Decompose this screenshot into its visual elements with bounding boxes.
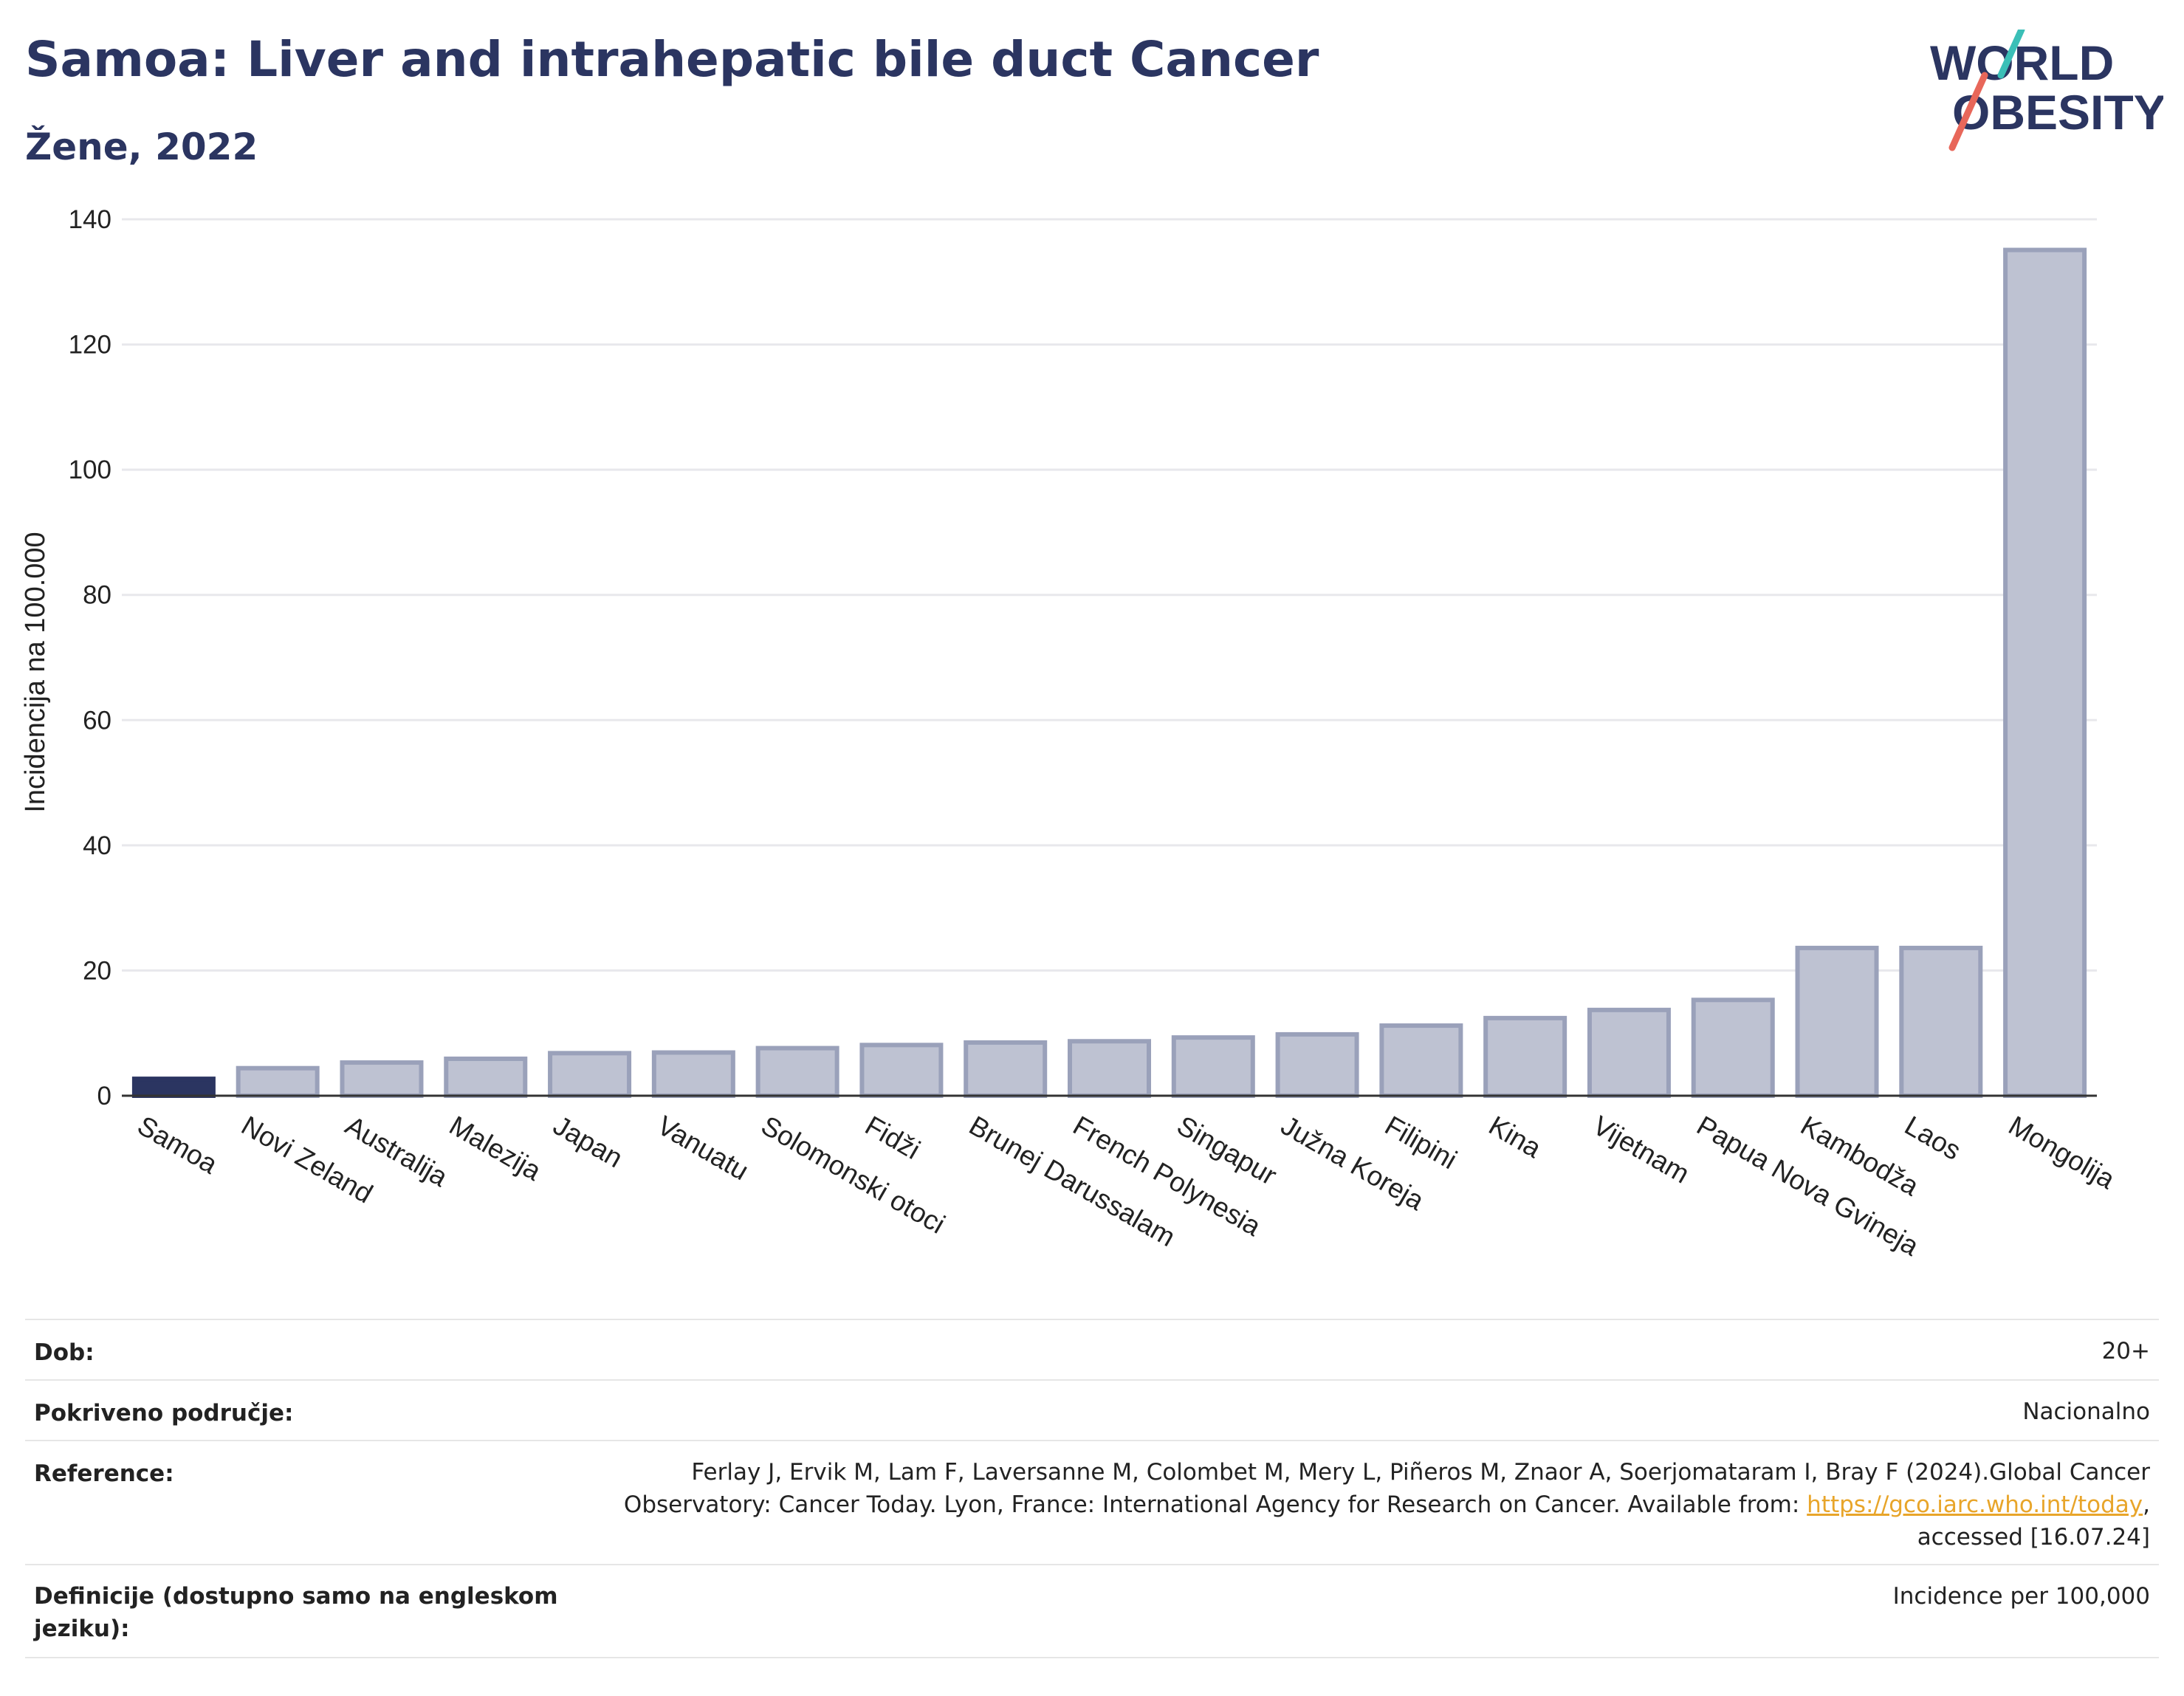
bar-fidži: [859, 1043, 944, 1099]
reference-line-2-end: ,: [2143, 1491, 2150, 1518]
logo-slash-teal: [1997, 30, 2025, 79]
bar-malezija: [444, 1056, 528, 1099]
bar-french-polynesia: [1068, 1039, 1151, 1099]
definitions-value: Incidence per 100,000: [1892, 1583, 2150, 1610]
bar-kina: [1483, 1015, 1567, 1099]
bar-papua-nova-gvineja: [1691, 998, 1775, 1098]
bar-samoa: [131, 1077, 216, 1099]
dob-label: Dob:: [34, 1339, 95, 1366]
y-axis-label: Incidencija na 100.000: [20, 532, 51, 812]
bar-novi-zeland: [236, 1065, 320, 1099]
reference-line-2-text: Observatory: Cancer Today. Lyon, France:…: [623, 1491, 1807, 1518]
x-tick-label: Filipini: [1380, 1110, 1462, 1175]
x-tick-label: Samoa: [132, 1110, 222, 1179]
meta-row-dob: Dob: 20+: [25, 1319, 2159, 1381]
definitions-label-line-1: Definicije (dostupno samo na engleskom: [34, 1583, 558, 1610]
bar-kambodža: [1795, 945, 1879, 1099]
meta-row-coverage: Pokriveno područje: Nacionalno: [25, 1379, 2159, 1441]
meta-row-reference: Reference: Ferlay J, Ervik M, Lam F, Lav…: [25, 1440, 2159, 1565]
y-tick-label: 20: [83, 956, 111, 985]
x-tick-label: Kina: [1484, 1110, 1547, 1164]
logo-word-world: WORLD: [1930, 35, 2114, 90]
bar-solomonski-otoci: [755, 1046, 839, 1099]
definitions-label-line-2: jeziku):: [34, 1616, 130, 1642]
y-tick-labels: 0 20 40 60 80 100 120 140: [69, 205, 111, 1110]
bar-japan: [548, 1051, 632, 1098]
dob-value: 20+: [2101, 1338, 2150, 1364]
x-tick-label: Mongolija: [2004, 1110, 2121, 1195]
bar-laos: [1899, 945, 1983, 1099]
x-tick-label: Vijetnam: [1587, 1110, 1694, 1189]
reference-value: Ferlay J, Ervik M, Lam F, Laversanne M, …: [624, 1456, 2150, 1553]
bar-australija: [340, 1060, 424, 1099]
bar-vanuatu: [651, 1050, 735, 1098]
y-tick-label: 140: [69, 205, 111, 234]
x-tick-label: Fidži: [860, 1110, 925, 1165]
bar-vijetnam: [1587, 1007, 1671, 1099]
bar-južna-koreja: [1275, 1031, 1359, 1099]
reference-link[interactable]: https://gco.iarc.who.int/today: [1807, 1491, 2143, 1518]
reference-label: Reference:: [34, 1460, 174, 1487]
logo-word-obesity: OBESITY: [1952, 85, 2163, 140]
x-tick-label: Solomonski otoci: [756, 1110, 950, 1239]
meta-row-definitions: Definicije (dostupno samo na engleskom j…: [25, 1564, 2159, 1658]
y-tick-label: 40: [83, 831, 111, 860]
x-tick-label: Laos: [1900, 1110, 1966, 1166]
y-tick-label: 120: [69, 331, 111, 360]
chart-subtitle: Žene, 2022: [25, 126, 258, 168]
bar-brunej-darussalam: [964, 1040, 1048, 1098]
bar-filipini: [1379, 1023, 1463, 1099]
reference-line-2: Observatory: Cancer Today. Lyon, France:…: [624, 1489, 2150, 1521]
chart-title: Samoa: Liver and intrahepatic bile duct …: [25, 31, 1319, 88]
y-tick-label: 60: [83, 706, 111, 735]
coverage-value: Nacionalno: [2022, 1398, 2150, 1425]
x-tick-label: Malezija: [444, 1110, 546, 1187]
reference-line-1: Ferlay J, Ervik M, Lam F, Laversanne M, …: [691, 1459, 2150, 1486]
bar-singapur: [1171, 1035, 1255, 1099]
x-tick-label: Vanuatu: [652, 1110, 754, 1186]
bar-mongolija: [2003, 247, 2087, 1098]
world-obesity-logo: WORLD OBESITY: [1930, 30, 2163, 151]
reference-line-3: accessed [16.07.24]: [1917, 1524, 2150, 1551]
bars: [122, 247, 2097, 1099]
coverage-label: Pokriveno područje:: [34, 1400, 294, 1427]
x-tick-label: Japan: [549, 1110, 628, 1173]
y-tick-label: 0: [97, 1082, 111, 1110]
logo-slash-red: [1948, 72, 1988, 151]
definitions-label: Definicije (dostupno samo na engleskom j…: [34, 1580, 558, 1645]
bar-chart: 0 20 40 60 80 100 120 140 Samoa Novi ZelandAustr…: [20, 205, 2121, 1262]
y-tick-label: 80: [83, 581, 111, 610]
y-tick-label: 100: [69, 456, 111, 484]
